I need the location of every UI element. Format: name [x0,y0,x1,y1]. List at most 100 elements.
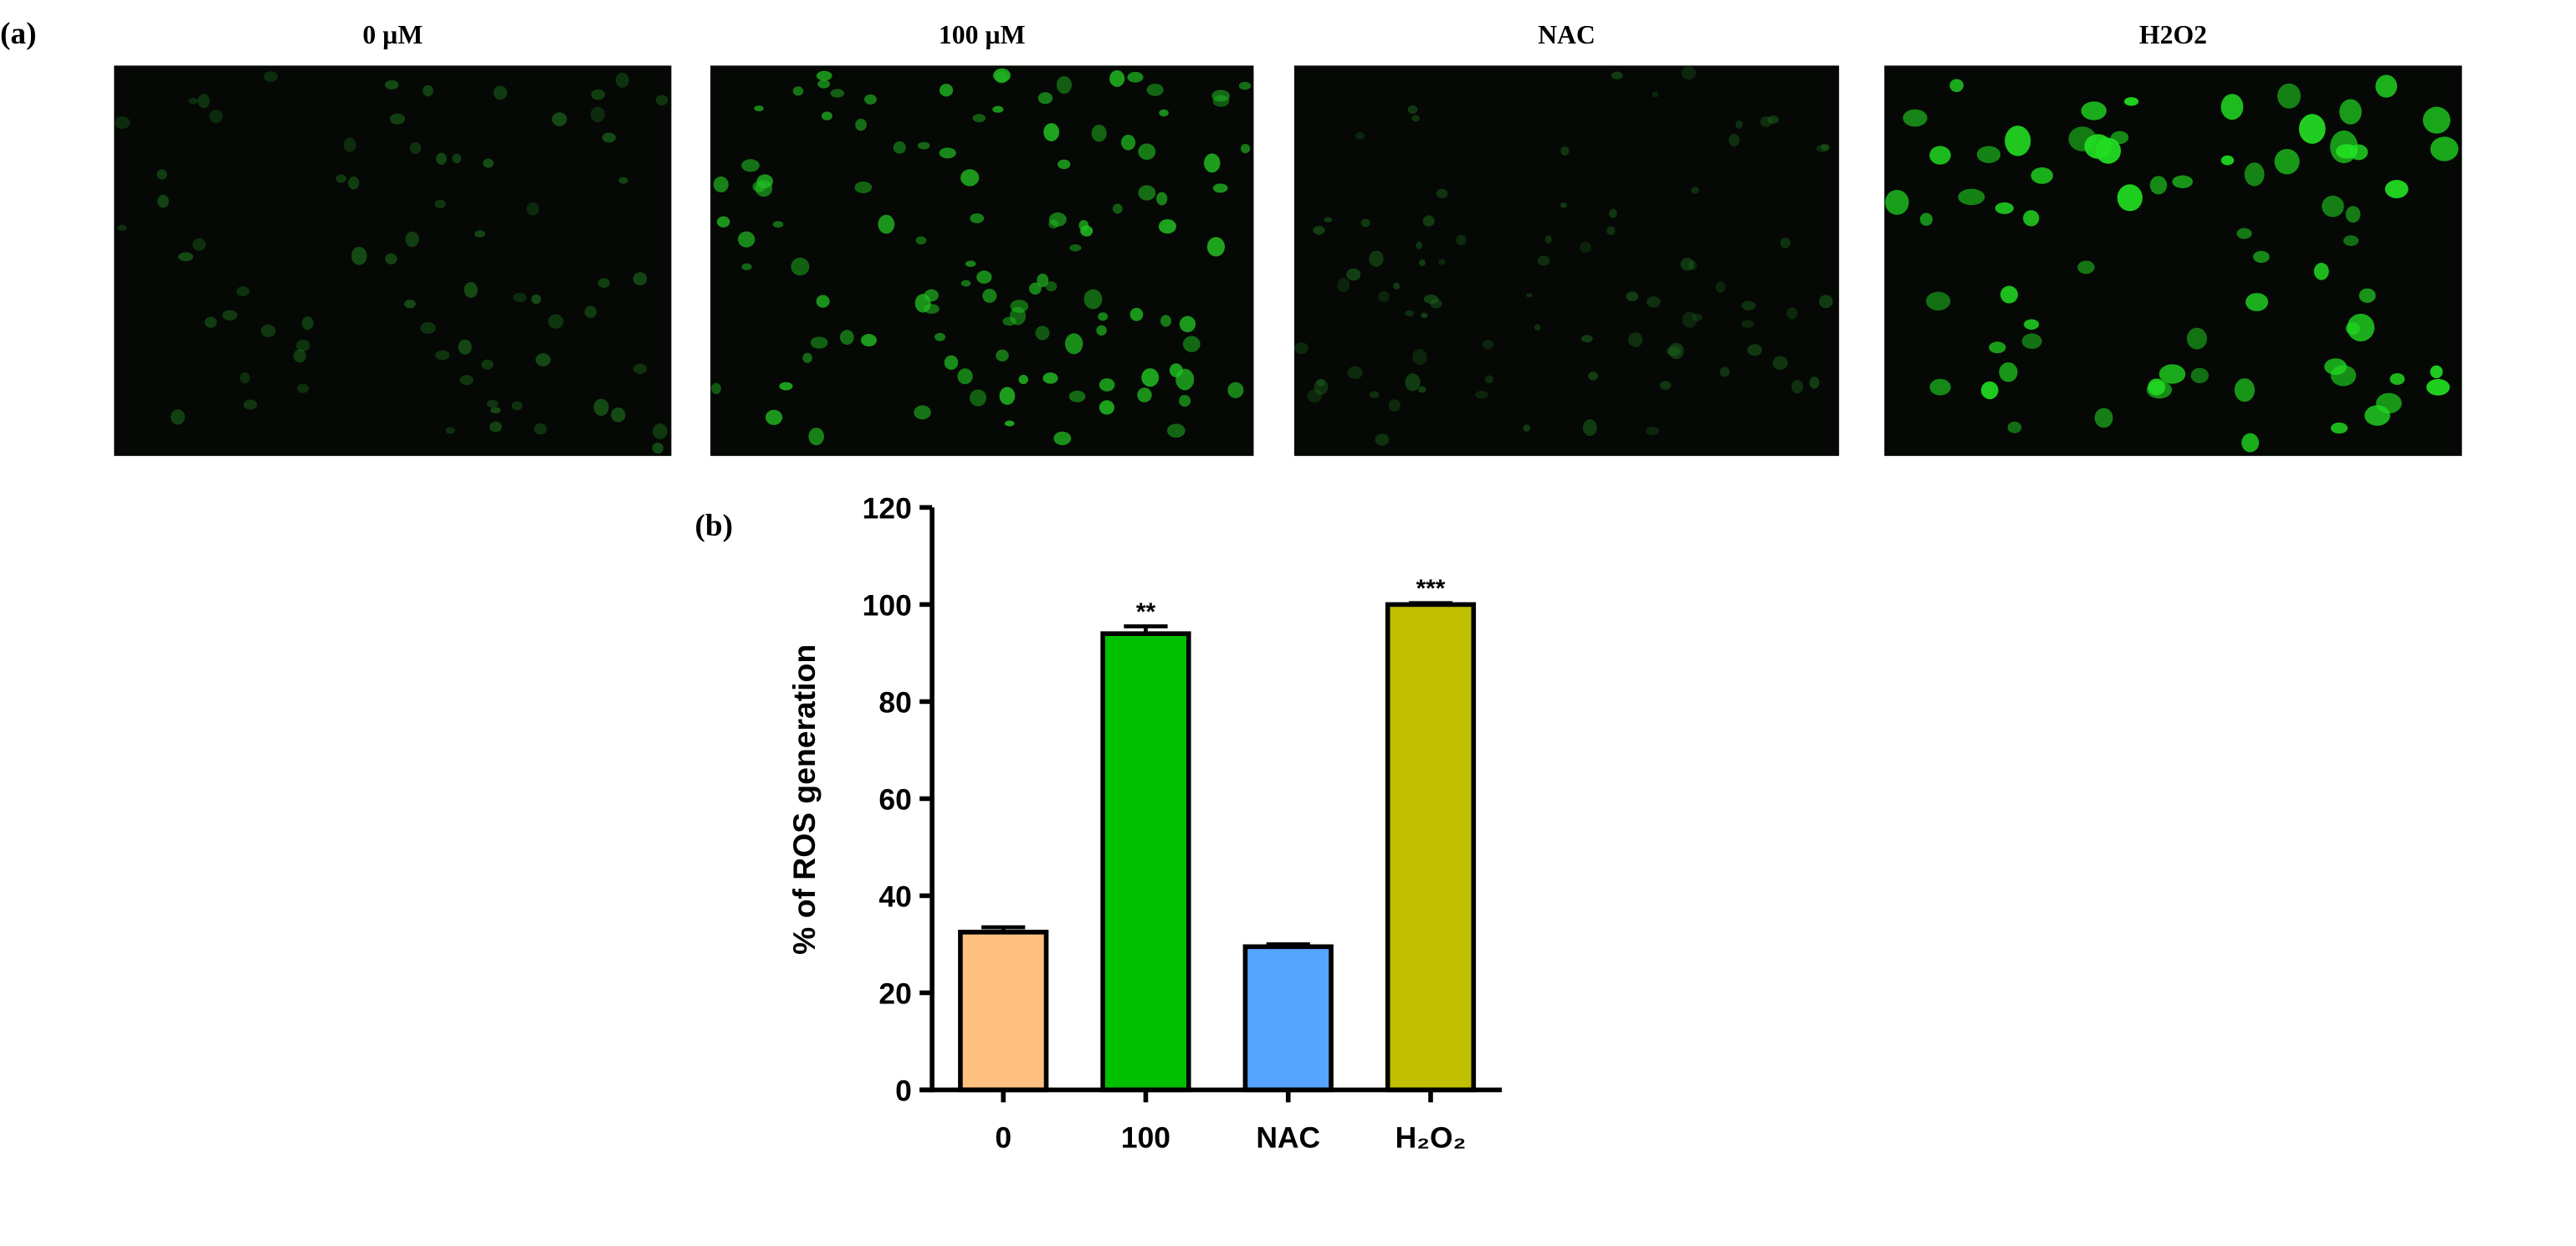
cell [115,115,131,130]
cell [1735,120,1744,129]
cell [1058,159,1071,170]
cell [976,270,992,285]
cell [2343,235,2359,247]
cell [2252,250,2270,264]
cell [1129,307,1144,321]
cell [1475,390,1488,399]
cell [1404,310,1415,316]
cell [821,111,832,120]
cell [1048,219,1059,229]
cell [1324,217,1333,223]
cell [591,89,606,100]
cell [1313,226,1325,235]
cell [481,359,494,370]
cell [992,105,1004,113]
cell [2345,322,2360,335]
cell [839,330,854,345]
cell [2345,206,2361,223]
panel-label: (b) [694,509,733,543]
cell [741,263,752,270]
y-tick-label: 40 [878,879,911,913]
cell [1068,390,1086,403]
cell [737,231,755,248]
cell [483,158,494,168]
cell [420,321,436,334]
cell [2277,83,2302,109]
cell [915,236,927,245]
cell [1949,79,1964,93]
cell [548,314,564,329]
y-tick-label: 20 [878,977,911,1010]
cell [343,137,356,152]
cell [1929,146,1951,165]
cell [1456,234,1467,246]
cell [2023,210,2040,227]
cell [1688,260,1697,270]
cell [653,423,668,439]
cell [2024,319,2040,330]
cell [2190,367,2209,384]
cell [459,375,474,386]
cell [995,71,1008,84]
cell [999,387,1016,405]
cell [385,253,397,264]
cell [2077,260,2095,274]
cell [264,71,279,82]
cell [1121,134,1136,151]
cell [917,141,930,150]
cell [957,368,973,385]
cell [493,85,508,100]
cell [156,169,167,180]
cell [1682,311,1698,328]
cell [1609,208,1617,218]
cell [652,442,663,454]
cell [1929,378,1951,396]
cell [1525,293,1533,298]
cell [1659,381,1672,390]
cell [2236,228,2252,239]
cell [960,279,971,287]
cell [944,355,959,370]
cell [1009,306,1027,326]
bar [1242,944,1334,1093]
cell [969,389,986,407]
x-tick-label: NAC [1256,1120,1320,1154]
cell [1418,259,1426,267]
cell [1069,244,1082,252]
cell [1179,394,1191,408]
cell [1112,203,1123,214]
cell [1999,362,2018,382]
cell [935,332,945,341]
cell [1099,378,1115,392]
cell [791,257,810,276]
cell [474,230,486,238]
bar [1385,602,1477,1093]
cell [1544,235,1552,244]
cell [779,382,793,391]
cell [1369,250,1384,267]
cell [2384,180,2409,198]
cell [1772,356,1788,370]
cell [531,294,541,305]
cell [1976,146,2001,163]
cell [301,315,314,331]
y-axis-label: % of ROS generation [786,644,822,955]
cell [1652,91,1659,98]
cell [1360,218,1370,228]
cell [1666,346,1681,356]
cell [1534,324,1541,331]
cell [854,182,873,193]
cell [2081,101,2107,120]
cell [1212,95,1230,107]
cell [2274,148,2300,175]
cell [816,295,830,308]
cell [1420,312,1428,319]
cell [1786,307,1798,320]
cell [2095,137,2122,164]
cell [512,293,527,302]
cell [2358,288,2376,303]
cell [511,401,523,411]
cell [2005,126,2031,156]
cell [1375,433,1390,446]
cell [1018,374,1028,385]
